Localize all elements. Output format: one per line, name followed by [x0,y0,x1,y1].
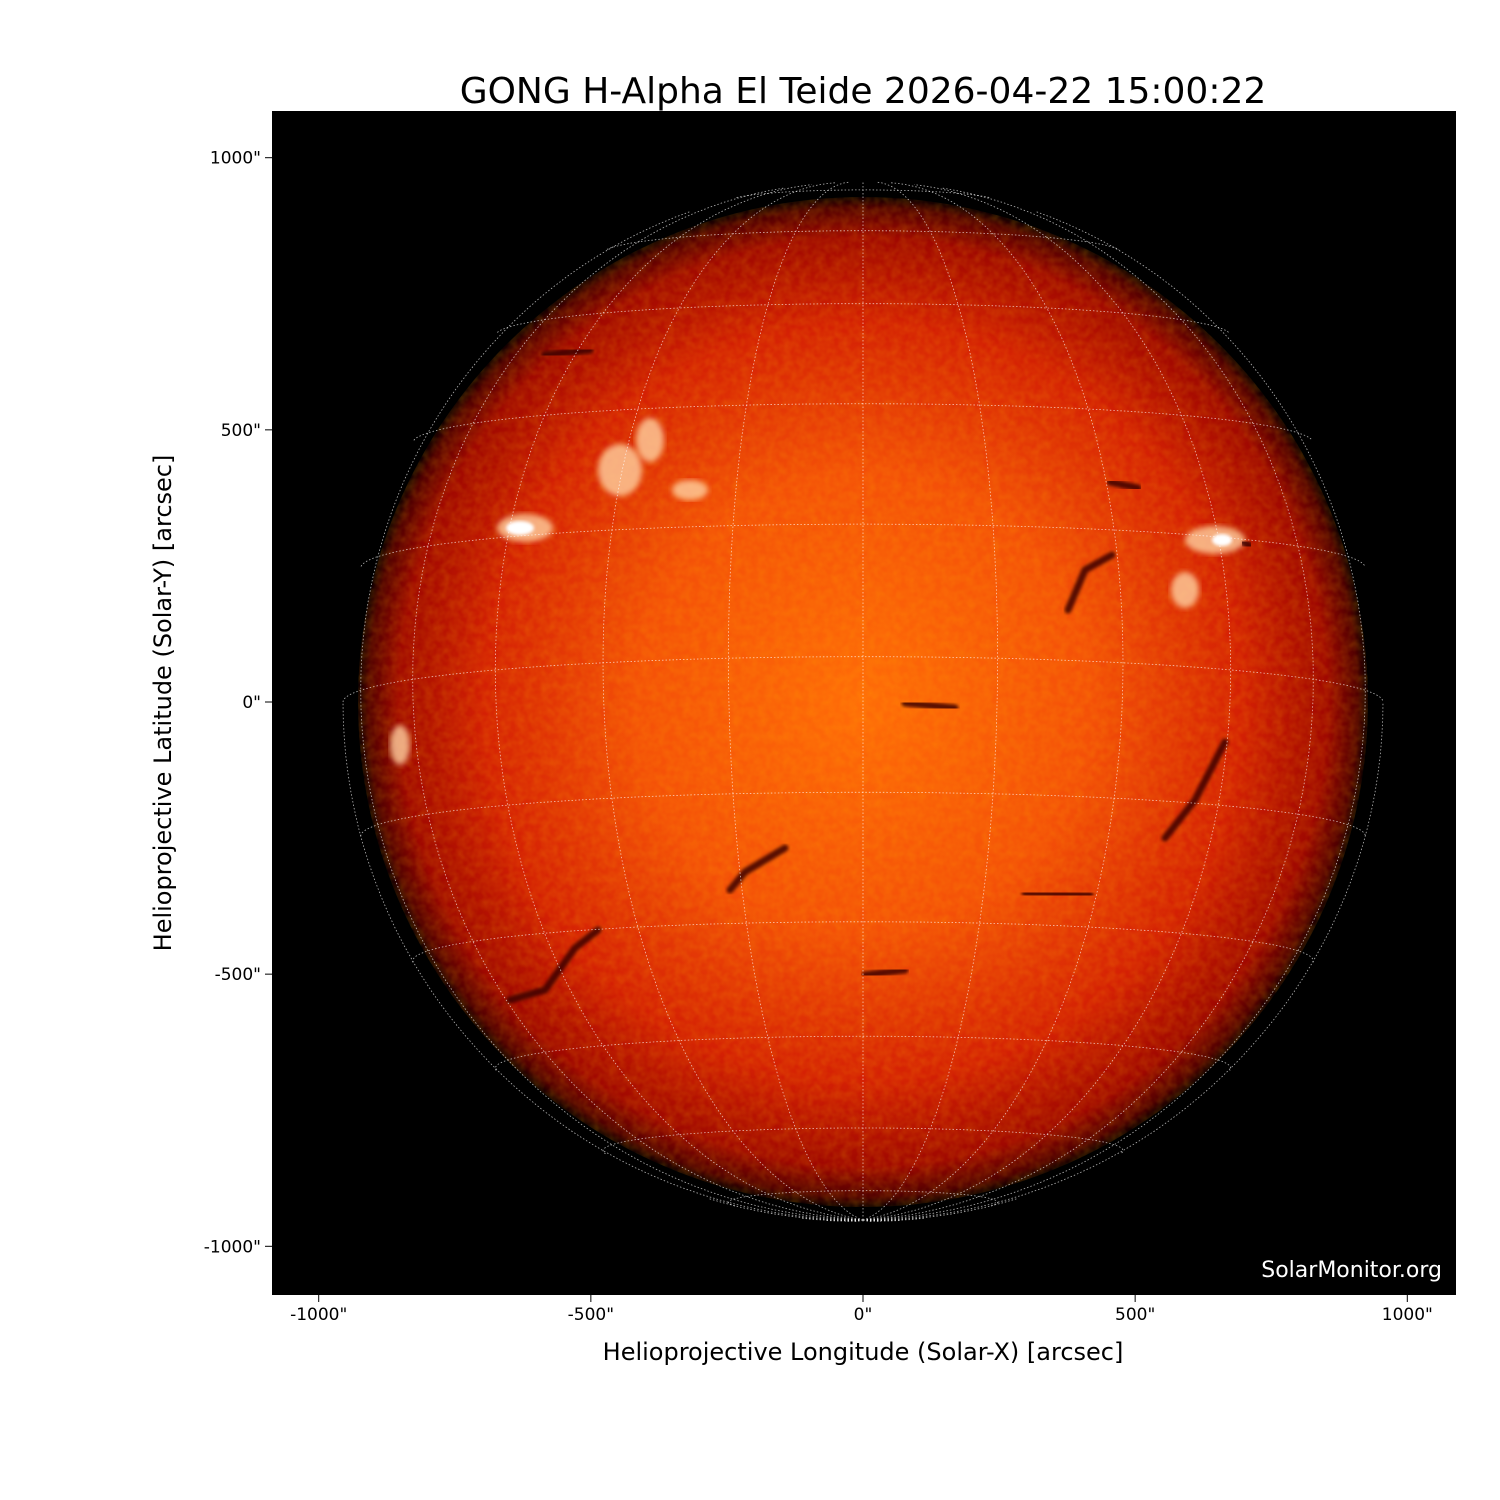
filament [726,844,789,894]
grid-line [412,187,864,1221]
axes: -1000" -500" 0" 500" 1000" 1000" 500" 0" -500" -1… [204,149,1433,1325]
grid-line [862,184,1232,1221]
grid-line [862,181,999,1221]
grid-line [862,1219,902,1222]
x-tick-label: 500" [1115,1305,1155,1325]
plage [598,444,642,496]
solar-features [390,346,1254,1004]
x-tick-label: -500" [568,1305,614,1325]
filament [861,966,909,979]
grid-line [606,230,1120,250]
y-tick-label: 1000" [210,149,261,169]
x-axis-label: Helioprojective Longitude (Solar-X) [arc… [603,1338,1124,1366]
grid-line [736,189,990,198]
y-axis-label: Helioprojective Latitude (Solar-Y) [arcs… [149,455,177,952]
plage-core [506,521,534,535]
filament [506,926,602,1004]
filament [1161,738,1229,842]
grid-line [497,303,1229,333]
plage [636,418,664,462]
plage-core [1212,534,1232,546]
grid-line [602,1127,1124,1155]
grid-line [727,181,864,1221]
heliographic-grid [342,181,1384,1223]
filament [901,699,959,712]
y-tick-label: -500" [215,965,261,985]
grid-line [862,182,1124,1221]
y-tick-label: -1000" [204,1237,261,1257]
grid-line [494,1035,1232,1071]
grid-line [360,523,1366,567]
grid-line [844,1219,864,1222]
filament [541,346,594,359]
filament [1064,551,1116,614]
watermark: SolarMonitor.org [1261,1258,1442,1283]
grid-line [602,182,864,1221]
y-tick-label: 0" [242,693,261,713]
grid-line [824,1219,864,1222]
grid-line [853,1219,864,1223]
x-tick-label: 1000" [1382,1305,1433,1325]
chart-title: GONG H-Alpha El Teide 2026-04-22 15:00:2… [460,71,1267,112]
grid-line [862,1219,873,1223]
x-tick-label: 0" [854,1305,873,1325]
filament [1021,889,1094,899]
grid-line [862,187,1314,1221]
y-tick-label: 500" [221,421,261,441]
grid-line [727,1190,999,1207]
filament [1106,478,1142,492]
grid-line [342,656,1384,703]
plage [672,480,708,500]
grid-line [862,701,1384,1221]
plage [1171,572,1199,608]
grid-line [360,791,1366,837]
grid-line [862,210,1366,1221]
grid-line [862,1219,882,1222]
grid-line [494,184,864,1221]
grid-line [360,210,864,1221]
plage [390,725,410,765]
filament [1239,538,1254,550]
x-tick-label: -1000" [290,1305,347,1325]
